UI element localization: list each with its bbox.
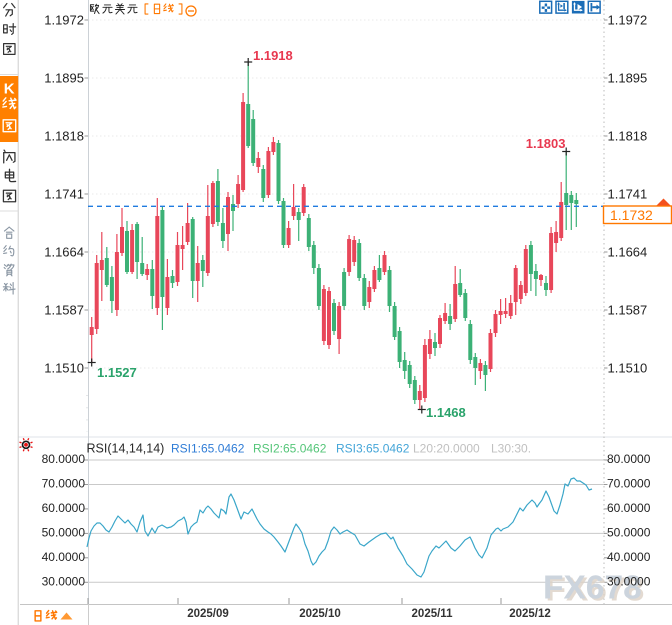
svg-text:K: K [4, 81, 15, 98]
svg-text:1.1510: 1.1510 [608, 361, 648, 376]
svg-text:50.0000: 50.0000 [42, 525, 86, 539]
svg-text:40.0000: 40.0000 [607, 550, 651, 564]
svg-text:2025/11: 2025/11 [412, 608, 454, 620]
svg-text:L30:30.: L30:30. [491, 442, 531, 456]
svg-text:60.0000: 60.0000 [607, 501, 651, 515]
svg-text:1.1818: 1.1818 [44, 129, 84, 144]
svg-text:80.0000: 80.0000 [42, 452, 86, 466]
svg-text:RSI2:65.0462: RSI2:65.0462 [253, 442, 327, 456]
svg-text:1.1587: 1.1587 [608, 303, 648, 318]
svg-text:1.1664: 1.1664 [608, 245, 648, 260]
svg-text:RSI1:65.0462: RSI1:65.0462 [171, 442, 245, 456]
svg-text:1.1527: 1.1527 [97, 365, 137, 380]
svg-text:1.1510: 1.1510 [44, 361, 84, 376]
svg-text:1.1741: 1.1741 [608, 187, 648, 202]
svg-text:1.1918: 1.1918 [253, 48, 293, 63]
svg-text:40.0000: 40.0000 [42, 550, 86, 564]
svg-text:1.1803: 1.1803 [526, 136, 566, 151]
svg-text:1.1818: 1.1818 [608, 129, 648, 144]
svg-text:FX678: FX678 [546, 572, 645, 609]
svg-text:30.0000: 30.0000 [607, 574, 651, 588]
svg-text:1.1895: 1.1895 [44, 71, 84, 86]
svg-text:60.0000: 60.0000 [42, 501, 86, 515]
svg-text:1.1664: 1.1664 [44, 245, 84, 260]
svg-text:2025/09: 2025/09 [187, 608, 229, 620]
svg-text:1.1468: 1.1468 [426, 405, 466, 420]
svg-text:RSI3:65.0462: RSI3:65.0462 [336, 442, 410, 456]
svg-text:1.1732: 1.1732 [610, 207, 653, 223]
svg-text:2025/12: 2025/12 [509, 608, 551, 620]
svg-text:RSI(14,14,14): RSI(14,14,14) [87, 442, 165, 456]
svg-text:1.1972: 1.1972 [608, 13, 648, 28]
svg-text:70.0000: 70.0000 [42, 476, 86, 490]
svg-text:L20:20.0000: L20:20.0000 [413, 442, 480, 456]
svg-text:1.1741: 1.1741 [44, 187, 84, 202]
svg-text:1.1895: 1.1895 [608, 71, 648, 86]
svg-text:1.1972: 1.1972 [44, 13, 84, 28]
svg-text:2025/10: 2025/10 [299, 608, 341, 620]
svg-text:80.0000: 80.0000 [607, 452, 651, 466]
svg-text:1.1587: 1.1587 [44, 303, 84, 318]
svg-text:30.0000: 30.0000 [42, 574, 86, 588]
svg-text:50.0000: 50.0000 [607, 525, 651, 539]
svg-text:FX678: FX678 [543, 570, 642, 607]
svg-text:70.0000: 70.0000 [607, 476, 651, 490]
